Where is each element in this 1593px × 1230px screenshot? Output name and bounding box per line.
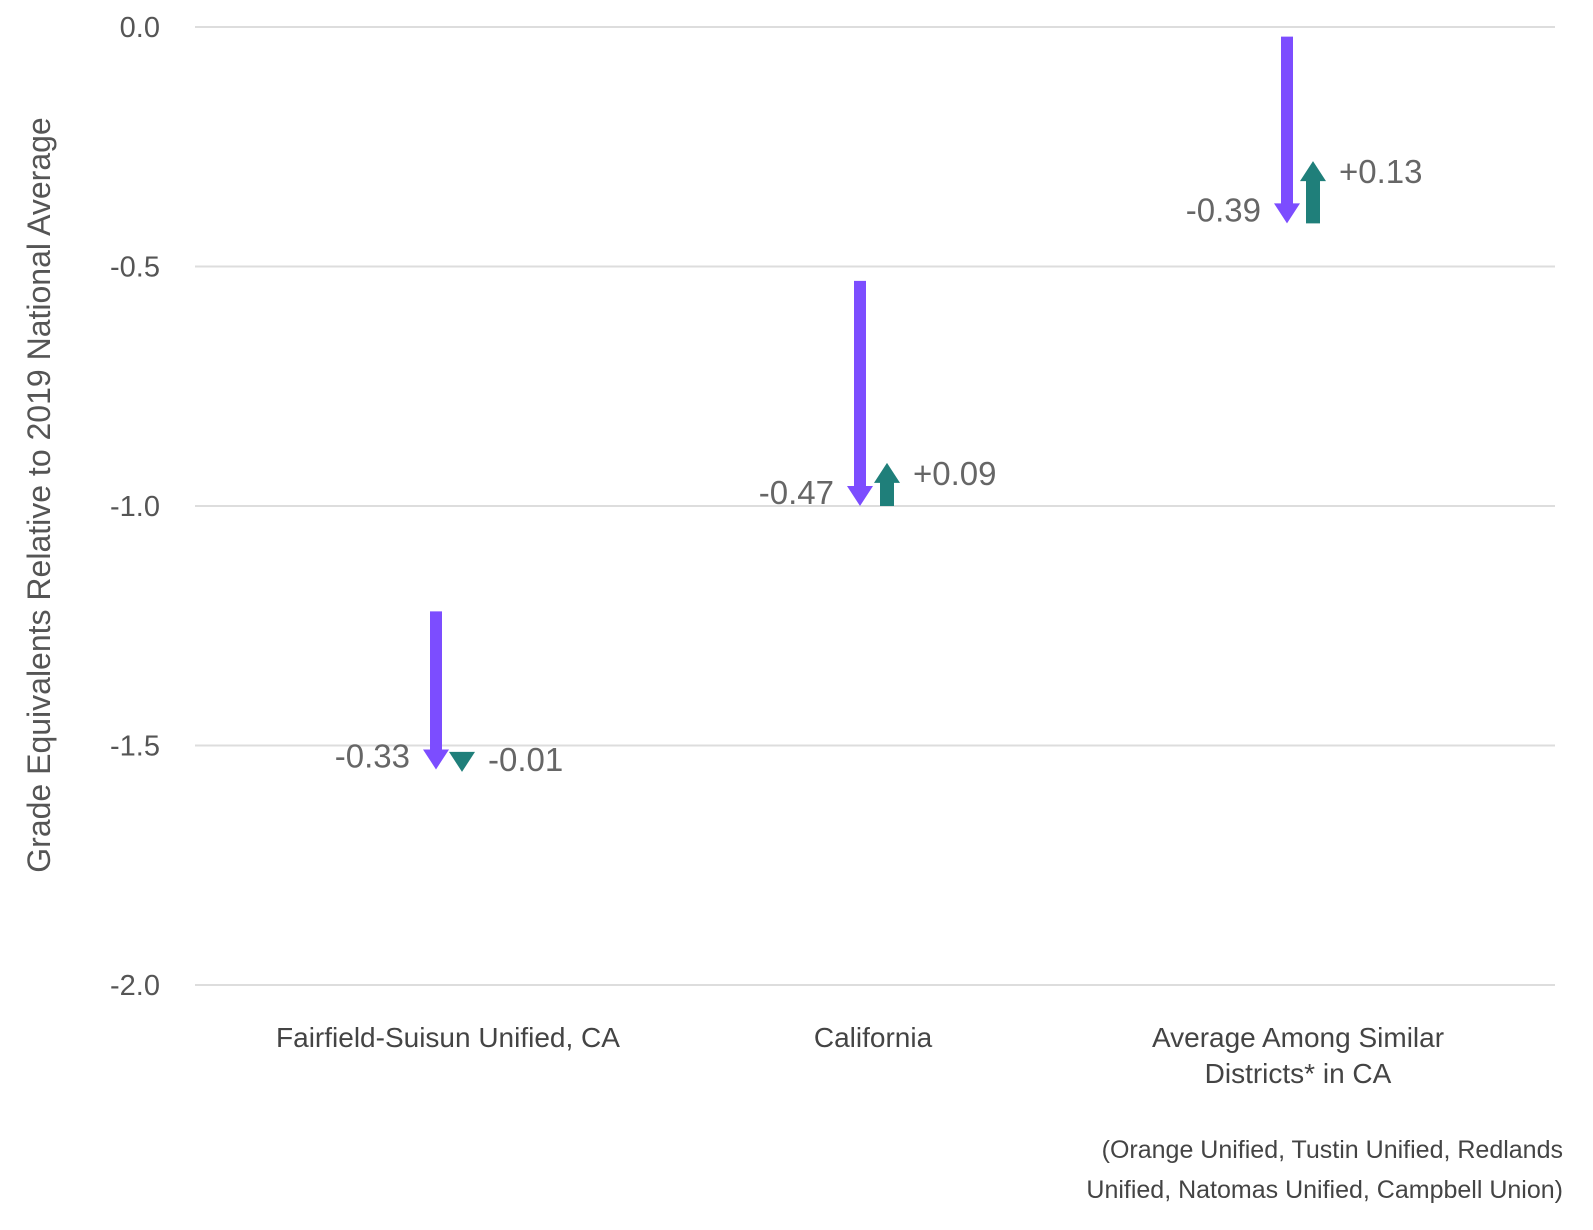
- y-tick-label: -2.0: [110, 970, 160, 1002]
- recovery-arrow: [449, 751, 475, 772]
- category-label: Average Among Similar: [1152, 1022, 1444, 1053]
- y-tick-label: -0.5: [110, 252, 160, 284]
- value-labels: -0.33 -0.01 -0.47 +0.09 -0.39 +0.13: [335, 153, 1423, 778]
- footnote-line: Unified, Natomas Unified, Campbell Union…: [1086, 1176, 1563, 1204]
- y-tick-label: -1.0: [110, 491, 160, 523]
- footnote-line: (Orange Unified, Tustin Unified, Redland…: [1102, 1136, 1563, 1164]
- recovery-value-label: -0.01: [488, 741, 563, 778]
- y-tick-labels: 0.0 -0.5 -1.0 -1.5 -2.0: [110, 12, 160, 1002]
- category-labels: Fairfield-Suisun Unified, CA California Av…: [276, 1022, 1444, 1089]
- decline-arrow: [423, 611, 449, 770]
- y-axis-title: Grade Equivalents Relative to 2019 Natio…: [21, 117, 57, 872]
- decline-value-label: -0.39: [1186, 191, 1261, 228]
- category-label: California: [814, 1022, 933, 1053]
- arrow-layer: [423, 36, 1326, 772]
- decline-value-label: -0.47: [759, 474, 834, 511]
- footnote: (Orange Unified, Tustin Unified, Redland…: [1086, 1136, 1563, 1204]
- category-label: Districts* in CA: [1205, 1058, 1392, 1089]
- recovery-value-label: +0.09: [913, 455, 997, 492]
- y-tick-label: 0.0: [120, 12, 160, 44]
- recovery-value-label: +0.13: [1339, 153, 1423, 190]
- category-label: Fairfield-Suisun Unified, CA: [276, 1022, 620, 1053]
- decline-arrow: [1274, 36, 1300, 224]
- decline-value-label: -0.33: [335, 737, 410, 774]
- grid-layer: [195, 26, 1555, 986]
- decline-arrow: [847, 280, 873, 506]
- y-tick-label: -1.5: [110, 731, 160, 763]
- recovery-arrow: [1300, 161, 1326, 224]
- recovery-arrow: [874, 462, 900, 506]
